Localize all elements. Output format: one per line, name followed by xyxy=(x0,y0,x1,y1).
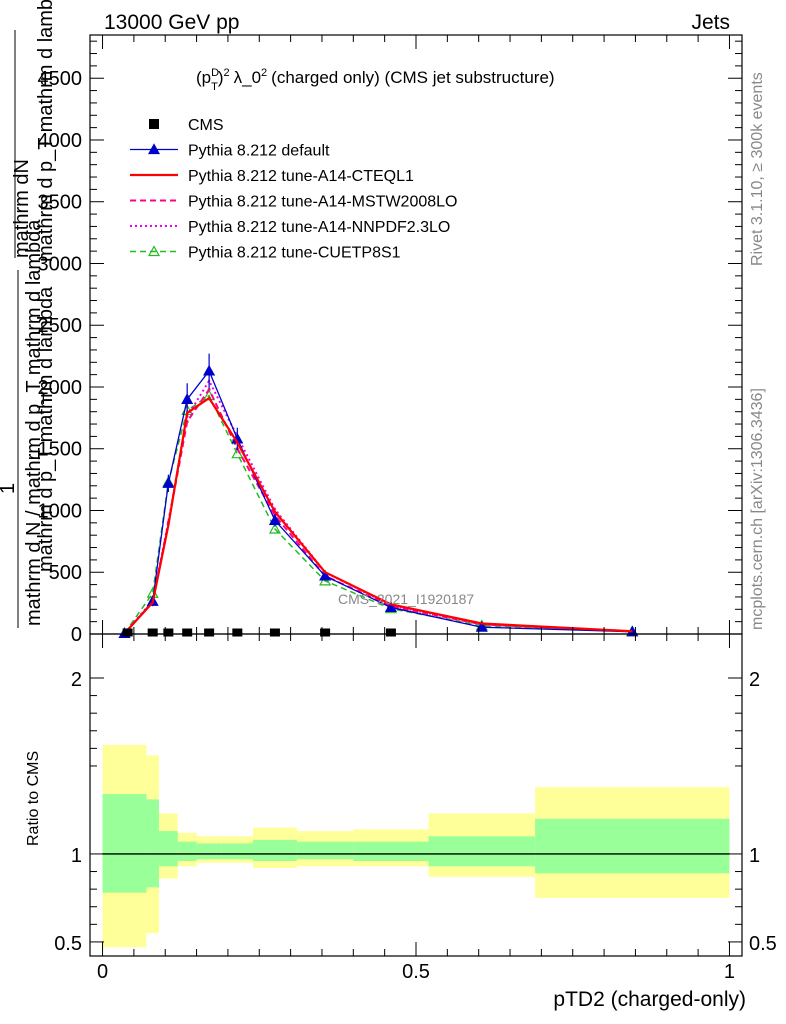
point-cms xyxy=(147,628,158,637)
ratio-band-inner xyxy=(253,839,297,861)
ylabel-bottom: mathrm d p_T mathrm d lambda xyxy=(35,286,57,572)
title-sup2: 2 xyxy=(223,67,229,79)
point-cms xyxy=(385,628,396,637)
point-cms xyxy=(163,628,174,637)
ratio-ytick-label-left: 1 xyxy=(71,845,82,867)
ratio-band-inner xyxy=(102,794,147,893)
title-sub: T xyxy=(211,81,218,93)
point-cuetp8s1 xyxy=(268,522,281,534)
ratio-ytick-label-left: 0.5 xyxy=(54,933,82,955)
ratio-band-inner xyxy=(221,843,253,860)
ratio-ytick-label-left: 2 xyxy=(71,669,82,691)
ratio-band-inner xyxy=(177,841,197,861)
point-default xyxy=(384,601,397,613)
legend: CMS Pythia 8.212 default Pythia 8.212 tune… xyxy=(130,117,457,262)
title-sup1: D xyxy=(211,67,219,79)
main-ytick-label: 2000 xyxy=(38,377,83,399)
point-cms xyxy=(232,628,243,637)
ratio-xtick-label: 0.5 xyxy=(402,961,430,983)
title-close: ) xyxy=(218,68,224,87)
title-tail: (charged only) (CMS jet substructure) xyxy=(271,68,554,87)
main-ytick-label: 4000 xyxy=(38,130,83,152)
title-p: (p xyxy=(196,68,211,87)
ratio-band-inner xyxy=(428,836,536,867)
ratio-xtick-label: 1 xyxy=(724,961,735,983)
title-sup3: 2 xyxy=(261,67,267,79)
point-default xyxy=(203,364,216,376)
legend-label-mstw: Pythia 8.212 tune-A14-MSTW2008LO xyxy=(188,194,457,211)
point-cms xyxy=(204,628,215,637)
watermark-label: CMS_2021_I1920187 xyxy=(338,591,474,607)
legend-label-cteql1: Pythia 8.212 tune-A14-CTEQL1 xyxy=(188,168,414,185)
ratio-band-inner xyxy=(146,799,159,888)
main-plot-panel: 0 500 1000 1500 2000 2500 3000 3500 4000 4500 xyxy=(38,34,743,646)
series-line-cteql1 xyxy=(123,396,633,635)
ratio-ytick-label-right: 0.5 xyxy=(749,933,777,955)
main-ytick-label: 500 xyxy=(49,562,82,584)
ratio-ytick-label-right: 1 xyxy=(749,845,760,867)
ratio-band-inner xyxy=(158,831,178,867)
main-ytick-label: 4500 xyxy=(38,68,83,90)
legend-marker-default xyxy=(147,143,161,155)
ylabel-one: 1 xyxy=(0,483,19,494)
ratio-plot-panel: 0.5 0.5 1 1 2 2 0 0.5 1 xyxy=(54,633,777,983)
mcplots-label: mcplots.cern.ch [arXiv:1306.3436] xyxy=(749,388,766,630)
ylabel-frac: mathrm d N / mathrm d p_T mathrm d lambd… xyxy=(23,219,45,626)
main-ytick-label: 1000 xyxy=(38,500,83,522)
ylabel-mid: mathrm d p_T mathrm d lambda xyxy=(35,0,57,262)
legend-label-cms: CMS xyxy=(188,117,224,134)
ratio-ytick-label-right: 2 xyxy=(749,669,760,691)
main-ylabel: mathrm dN mathrm d p_T mathrm d lambda m… xyxy=(0,0,57,628)
header-left: 13000 GeV pp xyxy=(104,11,239,34)
legend-marker-cuetp8s1 xyxy=(147,245,161,257)
ratio-band-inner xyxy=(353,841,429,861)
point-default xyxy=(162,477,175,488)
point-default xyxy=(319,569,332,581)
plot-title: (pD T)2 λ_02 (charged only) (CMS jet substr… xyxy=(196,67,555,93)
ratio-band-inner xyxy=(196,843,222,860)
legend-marker-cms xyxy=(149,119,159,129)
point-default xyxy=(475,620,488,632)
legend-label-nnpdf: Pythia 8.212 tune-A14-NNPDF2.3LO xyxy=(188,219,450,236)
main-ytick-label: 1500 xyxy=(38,439,83,461)
ratio-band-inner xyxy=(296,841,354,860)
point-cms xyxy=(269,628,280,637)
legend-label-cuetp8s1: Pythia 8.212 tune-CUETP8S1 xyxy=(188,245,401,262)
point-cms xyxy=(320,628,331,637)
main-ytick-label: 3000 xyxy=(38,253,83,275)
ratio-band-inner xyxy=(535,818,730,874)
main-ytick-label: 2500 xyxy=(38,315,83,337)
header-right: Jets xyxy=(691,11,730,34)
legend-label-default: Pythia 8.212 default xyxy=(188,143,330,160)
xlabel: pTD2 (charged-only) xyxy=(553,988,746,1011)
ylabel-top: mathrm dN xyxy=(11,159,33,258)
main-ytick-label: 3500 xyxy=(38,192,83,214)
point-cms xyxy=(182,628,193,637)
point-cms xyxy=(122,628,133,637)
point-default xyxy=(268,514,281,525)
ratio-ylabel: Ratio to CMS xyxy=(25,751,42,846)
rivet-label: Rivet 3.1.10, ≥ 300k events xyxy=(749,72,766,266)
point-default xyxy=(181,393,194,404)
main-ytick-label: 0 xyxy=(71,624,82,646)
ratio-xtick-label: 0 xyxy=(97,961,108,983)
title-mid: λ_0 xyxy=(234,68,261,87)
point-mstw xyxy=(207,387,211,391)
